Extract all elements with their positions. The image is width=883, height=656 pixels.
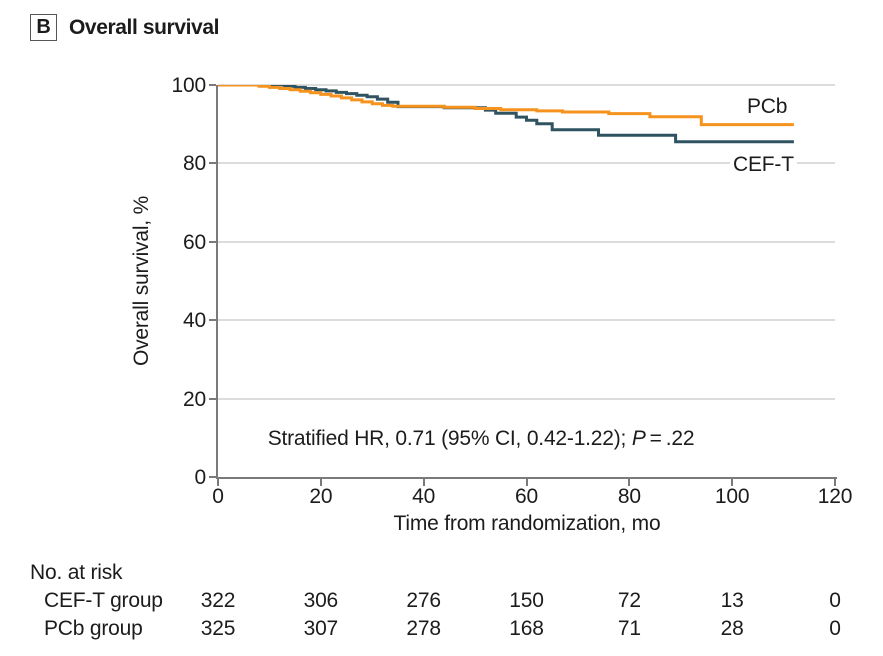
risk-row-label-cef-t-group: CEF-T group [44,589,163,612]
survival-curve-pcb [218,85,794,127]
x-axis-line [216,477,837,479]
panel-header: B Overall survival [30,14,219,41]
figure-title: Overall survival [69,15,220,39]
risk-value: 322 [200,589,236,612]
x-tick-label: 120 [817,485,853,508]
risk-value: 168 [509,617,544,640]
y-tick-40 [209,319,216,322]
risk-row-label-pcb-group: PCb group [44,617,143,640]
risk-value: 72 [617,589,641,612]
x-tick-label: 100 [714,485,750,508]
survival-curve-cef-t [218,85,794,144]
risk-value: 307 [303,617,339,640]
y-tick-label: 20 [183,387,206,411]
y-tick-0 [209,476,216,478]
gridline-y100 [218,84,835,86]
panel-label: B [36,16,51,38]
risk-table-title: No. at risk [30,561,123,584]
x-tick-label: 0 [212,485,224,508]
x-tick-100 [731,479,734,486]
x-tick-20 [319,479,322,486]
hr-annotation: Stratified HR, 0.71 (95% CI, 0.42-1.22);… [268,427,695,451]
x-tick-label: 60 [515,485,538,508]
hr-annotation-text: Stratified HR, 0.71 (95% CI, 0.42-1.22); [267,427,632,450]
y-axis-title: Overall survival, % [130,195,153,367]
panel-label-box: B [30,14,57,41]
p-value: = .22 [645,427,695,450]
curve-label-pcb: PCb [744,95,791,119]
x-tick-label: 40 [412,485,436,508]
y-tick-60 [209,240,216,243]
y-tick-label: 0 [194,466,207,489]
y-axis-line [216,85,218,479]
y-tick-label: 100 [171,74,207,97]
gridline-y40 [218,319,835,322]
gridline-y20 [218,397,835,400]
survival-curves [218,85,794,144]
gridline-y80 [218,162,835,165]
risk-value: 276 [406,589,441,612]
risk-value: 150 [509,589,544,612]
y-tick-label: 60 [183,230,206,254]
x-axis-title: Time from randomization, mo [393,512,661,535]
curve-label-ceft: CEF-T [730,153,797,177]
risk-value: 13 [720,589,744,612]
risk-value: 278 [406,617,441,640]
risk-value: 325 [200,617,236,640]
x-tick-120 [834,479,836,486]
x-tick-label: 20 [309,485,333,508]
x-tick-40 [422,479,425,486]
x-tick-80 [628,479,631,486]
risk-value: 306 [303,589,339,612]
risk-value: 28 [720,617,744,640]
y-tick-label: 40 [183,309,206,333]
x-tick-label: 80 [617,485,641,508]
x-tick-60 [525,479,528,486]
y-tick-100 [209,84,216,86]
y-tick-80 [209,162,216,165]
risk-value: 71 [617,617,641,640]
p-symbol: P [631,427,646,450]
x-tick-0 [217,479,219,486]
risk-value: 0 [829,617,841,640]
y-tick-20 [209,397,216,400]
y-tick-label: 80 [183,152,206,176]
risk-value: 0 [829,589,841,612]
gridline-y60 [218,240,835,243]
